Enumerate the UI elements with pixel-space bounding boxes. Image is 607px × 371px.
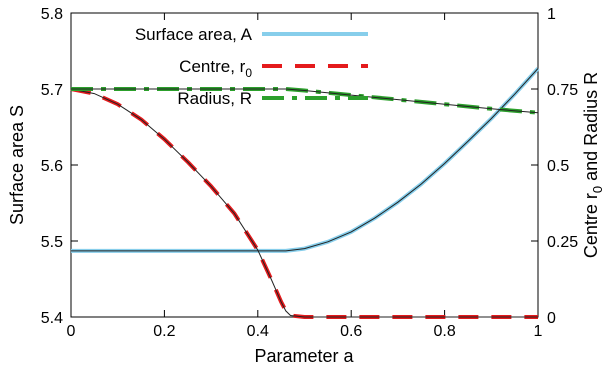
left-y-tick-label: 5.8 bbox=[41, 6, 63, 23]
right-y-tick-label: 0.25 bbox=[547, 234, 578, 251]
x-tick-label: 1 bbox=[534, 323, 543, 340]
right-y-axis-label-part: and Radius R bbox=[581, 72, 601, 186]
x-tick-label: 0.6 bbox=[340, 323, 362, 340]
series-line-1 bbox=[71, 67, 540, 253]
legend-label: Surface area, A bbox=[135, 25, 253, 44]
series-reference-line-2 bbox=[70, 88, 538, 318]
series-line-2 bbox=[70, 87, 538, 319]
axis-labels: Parameter a Surface area S Centre r0 and… bbox=[7, 72, 605, 366]
legend: Surface area, A Centre, r0 Radius, R bbox=[135, 25, 368, 108]
series-line-3 bbox=[71, 87, 539, 115]
x-tick-label: 0.4 bbox=[247, 323, 269, 340]
right-y-tick-label: 1 bbox=[547, 6, 556, 23]
right-y-axis-label-part: Centre r bbox=[581, 193, 601, 258]
legend-label: Radius, R bbox=[177, 89, 252, 108]
legend-label: Centre, r0 bbox=[179, 57, 252, 80]
right-y-tick-label: 0.5 bbox=[547, 158, 569, 175]
x-tick-label: 0 bbox=[67, 323, 76, 340]
axes-layer: 0 0.2 0.4 0.6 0.8 1 5.4 5.5 5.6 5.7 5.8 0 0.25 0.5 0.7… bbox=[41, 6, 578, 340]
left-y-tick-label: 5.6 bbox=[41, 158, 63, 175]
series-layer bbox=[70, 67, 540, 319]
left-y-tick-label: 5.7 bbox=[41, 82, 63, 99]
x-tick-label: 0.2 bbox=[153, 323, 175, 340]
x-tick-label: 0.8 bbox=[433, 323, 455, 340]
right-y-axis-label: Centre r0 and Radius R bbox=[581, 72, 605, 258]
right-y-tick-label: 0.75 bbox=[547, 82, 578, 99]
plot-frame bbox=[70, 12, 539, 318]
left-y-tick-label: 5.5 bbox=[41, 234, 63, 251]
series-reference-line-3 bbox=[71, 88, 539, 114]
right-y-axis-label-subscript: 0 bbox=[590, 186, 605, 193]
left-y-tick-label: 5.4 bbox=[41, 310, 63, 327]
left-y-axis-label: Surface area S bbox=[7, 105, 27, 225]
x-axis-label: Parameter a bbox=[254, 346, 354, 366]
series-reference-line-1 bbox=[71, 68, 539, 252]
right-y-tick-label: 0 bbox=[547, 310, 556, 327]
